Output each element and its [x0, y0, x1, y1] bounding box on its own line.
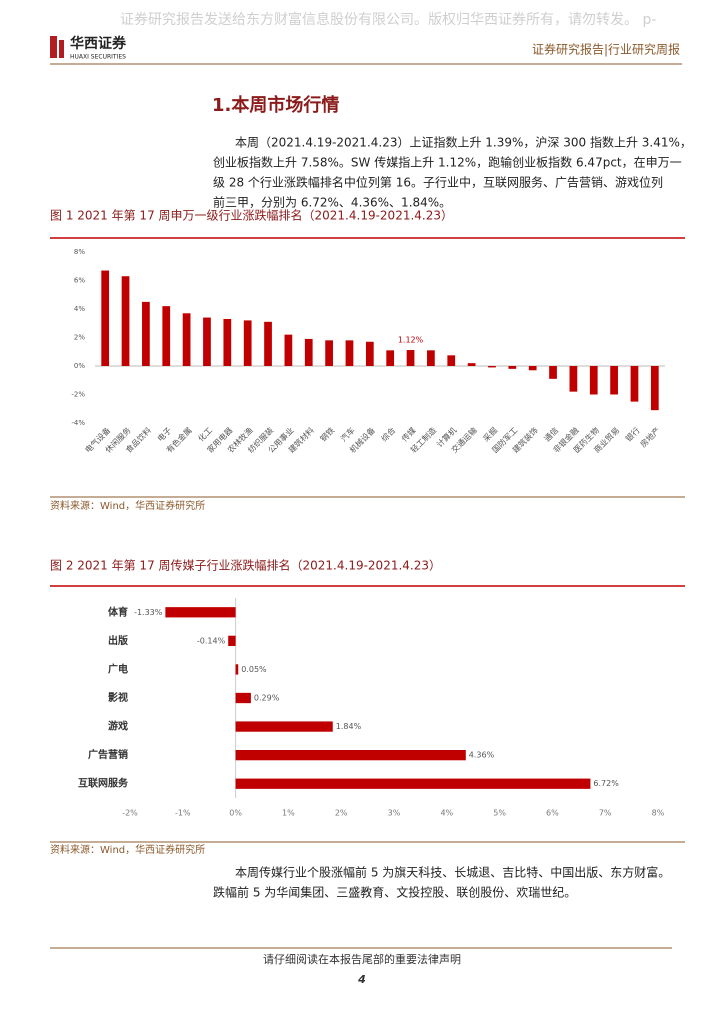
x-tick-label: 综合 — [379, 425, 397, 443]
bar — [569, 366, 578, 392]
bar — [142, 301, 150, 366]
bar — [365, 341, 374, 366]
value-label: 6.72% — [593, 779, 619, 788]
paragraph-line: 级 28 个行业涨跌幅排名中位列第 16。子行业中，互联网服务、广告营销、游戏位… — [213, 175, 663, 190]
category-label: 广电 — [108, 662, 128, 675]
y-tick-label: -4% — [71, 419, 85, 427]
bar — [427, 350, 435, 366]
bar — [386, 350, 395, 366]
y-tick-label: 4% — [74, 305, 85, 313]
bar — [235, 721, 333, 732]
x-tick-label: 4% — [440, 809, 453, 818]
bar — [325, 340, 333, 366]
category-label: 游戏 — [108, 720, 128, 733]
value-label: -0.14% — [197, 636, 226, 645]
footer-notice: 请仔细阅读在本报告尾部的重要法律声明 — [263, 952, 461, 966]
category-label: 体育 — [108, 605, 128, 618]
x-tick-label: 2% — [335, 809, 348, 818]
y-tick-label: 0% — [74, 362, 85, 370]
x-tick-label: 电子 — [155, 425, 173, 443]
x-tick-label: 0% — [229, 809, 242, 818]
bar — [528, 366, 537, 371]
bar — [165, 607, 236, 618]
bar — [467, 363, 476, 366]
bar — [304, 338, 313, 366]
bar — [549, 366, 557, 379]
x-tick-label: 7% — [599, 809, 612, 818]
bar — [101, 270, 110, 366]
value-label: 4.36% — [469, 751, 495, 760]
value-label: 0.05% — [241, 665, 267, 674]
figure-title: 图 1 2021 年第 17 周申万一级行业涨跌幅排名（2021.4.19-20… — [50, 208, 453, 223]
x-tick-label: 5% — [493, 809, 506, 818]
y-tick-label: 8% — [74, 248, 85, 256]
x-tick-label: 汽车 — [338, 425, 356, 443]
x-tick-label: 3% — [388, 809, 401, 818]
x-tick-label: 6% — [546, 809, 559, 818]
bar — [488, 366, 496, 368]
bar — [235, 664, 239, 675]
x-tick-label: 1% — [282, 809, 295, 818]
x-tick-label: 通信 — [542, 425, 560, 443]
paragraph-line: 本周传媒行业个股涨幅前 5 为旗天科技、长城退、吉比特、中国出版、东方财富。 — [235, 865, 670, 880]
category-label: 出版 — [108, 634, 128, 647]
x-tick-label: 银行 — [623, 425, 641, 443]
y-tick-label: 2% — [74, 334, 85, 342]
section-title: 1.本周市场行情 — [212, 94, 339, 116]
watermark: 证券研究报告发送给东方财富信息股份有限公司。版权归华西证券所有，请勿转发。 p- — [120, 11, 656, 28]
bar — [650, 366, 659, 411]
logo-mark — [59, 40, 64, 58]
y-tick-label: -2% — [71, 391, 85, 399]
bar — [121, 276, 130, 366]
page-number: 4 — [357, 973, 366, 986]
bar — [508, 366, 517, 369]
bar — [162, 306, 171, 366]
paragraph-line: 本周（2021.4.19-2021.4.23）上证指数上升 1.39%，沪深 3… — [235, 135, 692, 150]
bar — [235, 778, 591, 789]
bar — [447, 355, 456, 366]
paragraph-line: 跌幅前 5 为华闻集团、三盛教育、文投控股、联创股份、欢瑞世纪。 — [213, 885, 576, 900]
x-tick-label: 钢铁 — [318, 425, 336, 443]
bar — [223, 318, 232, 366]
bar — [345, 340, 354, 366]
bar — [264, 321, 272, 366]
bar — [243, 320, 252, 366]
bar — [235, 692, 251, 704]
logo-cn: 华西证券 — [70, 35, 127, 52]
bar — [203, 317, 211, 366]
category-label: 影视 — [108, 691, 128, 704]
x-tick-label: -1% — [175, 809, 191, 818]
value-label: 0.29% — [254, 694, 280, 703]
logo-en: HUAXI SECURITIES — [70, 54, 126, 61]
bar — [228, 635, 236, 646]
x-tick-label: 采掘 — [481, 425, 499, 443]
x-tick-label: 房地产 — [638, 425, 662, 449]
category-label: 广告营销 — [88, 748, 128, 761]
bar — [235, 750, 466, 761]
source: 资料来源：Wind，华西证券研究所 — [50, 843, 205, 856]
bar — [284, 334, 293, 366]
x-tick-label: 传媒 — [399, 425, 417, 443]
bar — [589, 366, 598, 395]
value-label: 1.84% — [336, 722, 362, 731]
figure-title: 图 2 2021 年第 17 周传媒子行业涨跌幅排名（2021.4.19-202… — [50, 558, 441, 573]
bar — [610, 366, 618, 395]
x-tick-label: 8% — [652, 809, 665, 818]
logo-mark — [50, 36, 57, 58]
paragraph-line: 创业板指数上升 7.58%。SW 传媒指上升 1.12%，跑输创业板指数 6.4… — [213, 155, 682, 170]
bar — [630, 366, 639, 402]
x-tick-label: -2% — [122, 809, 138, 818]
x-tick-label: 化工 — [196, 425, 214, 443]
value-label: 1.12% — [398, 336, 424, 345]
y-tick-label: 6% — [74, 277, 85, 285]
report-type: 证券研究报告|行业研究周报 — [532, 42, 680, 57]
value-label: -1.33% — [134, 608, 163, 617]
bar — [182, 313, 191, 366]
source: 资料来源：Wind，华西证券研究所 — [50, 499, 205, 512]
bar — [406, 350, 415, 366]
paragraph-line: 前三甲，分别为 6.72%、4.36%、1.84%。 — [213, 195, 451, 210]
category-label: 互联网服务 — [78, 777, 129, 790]
